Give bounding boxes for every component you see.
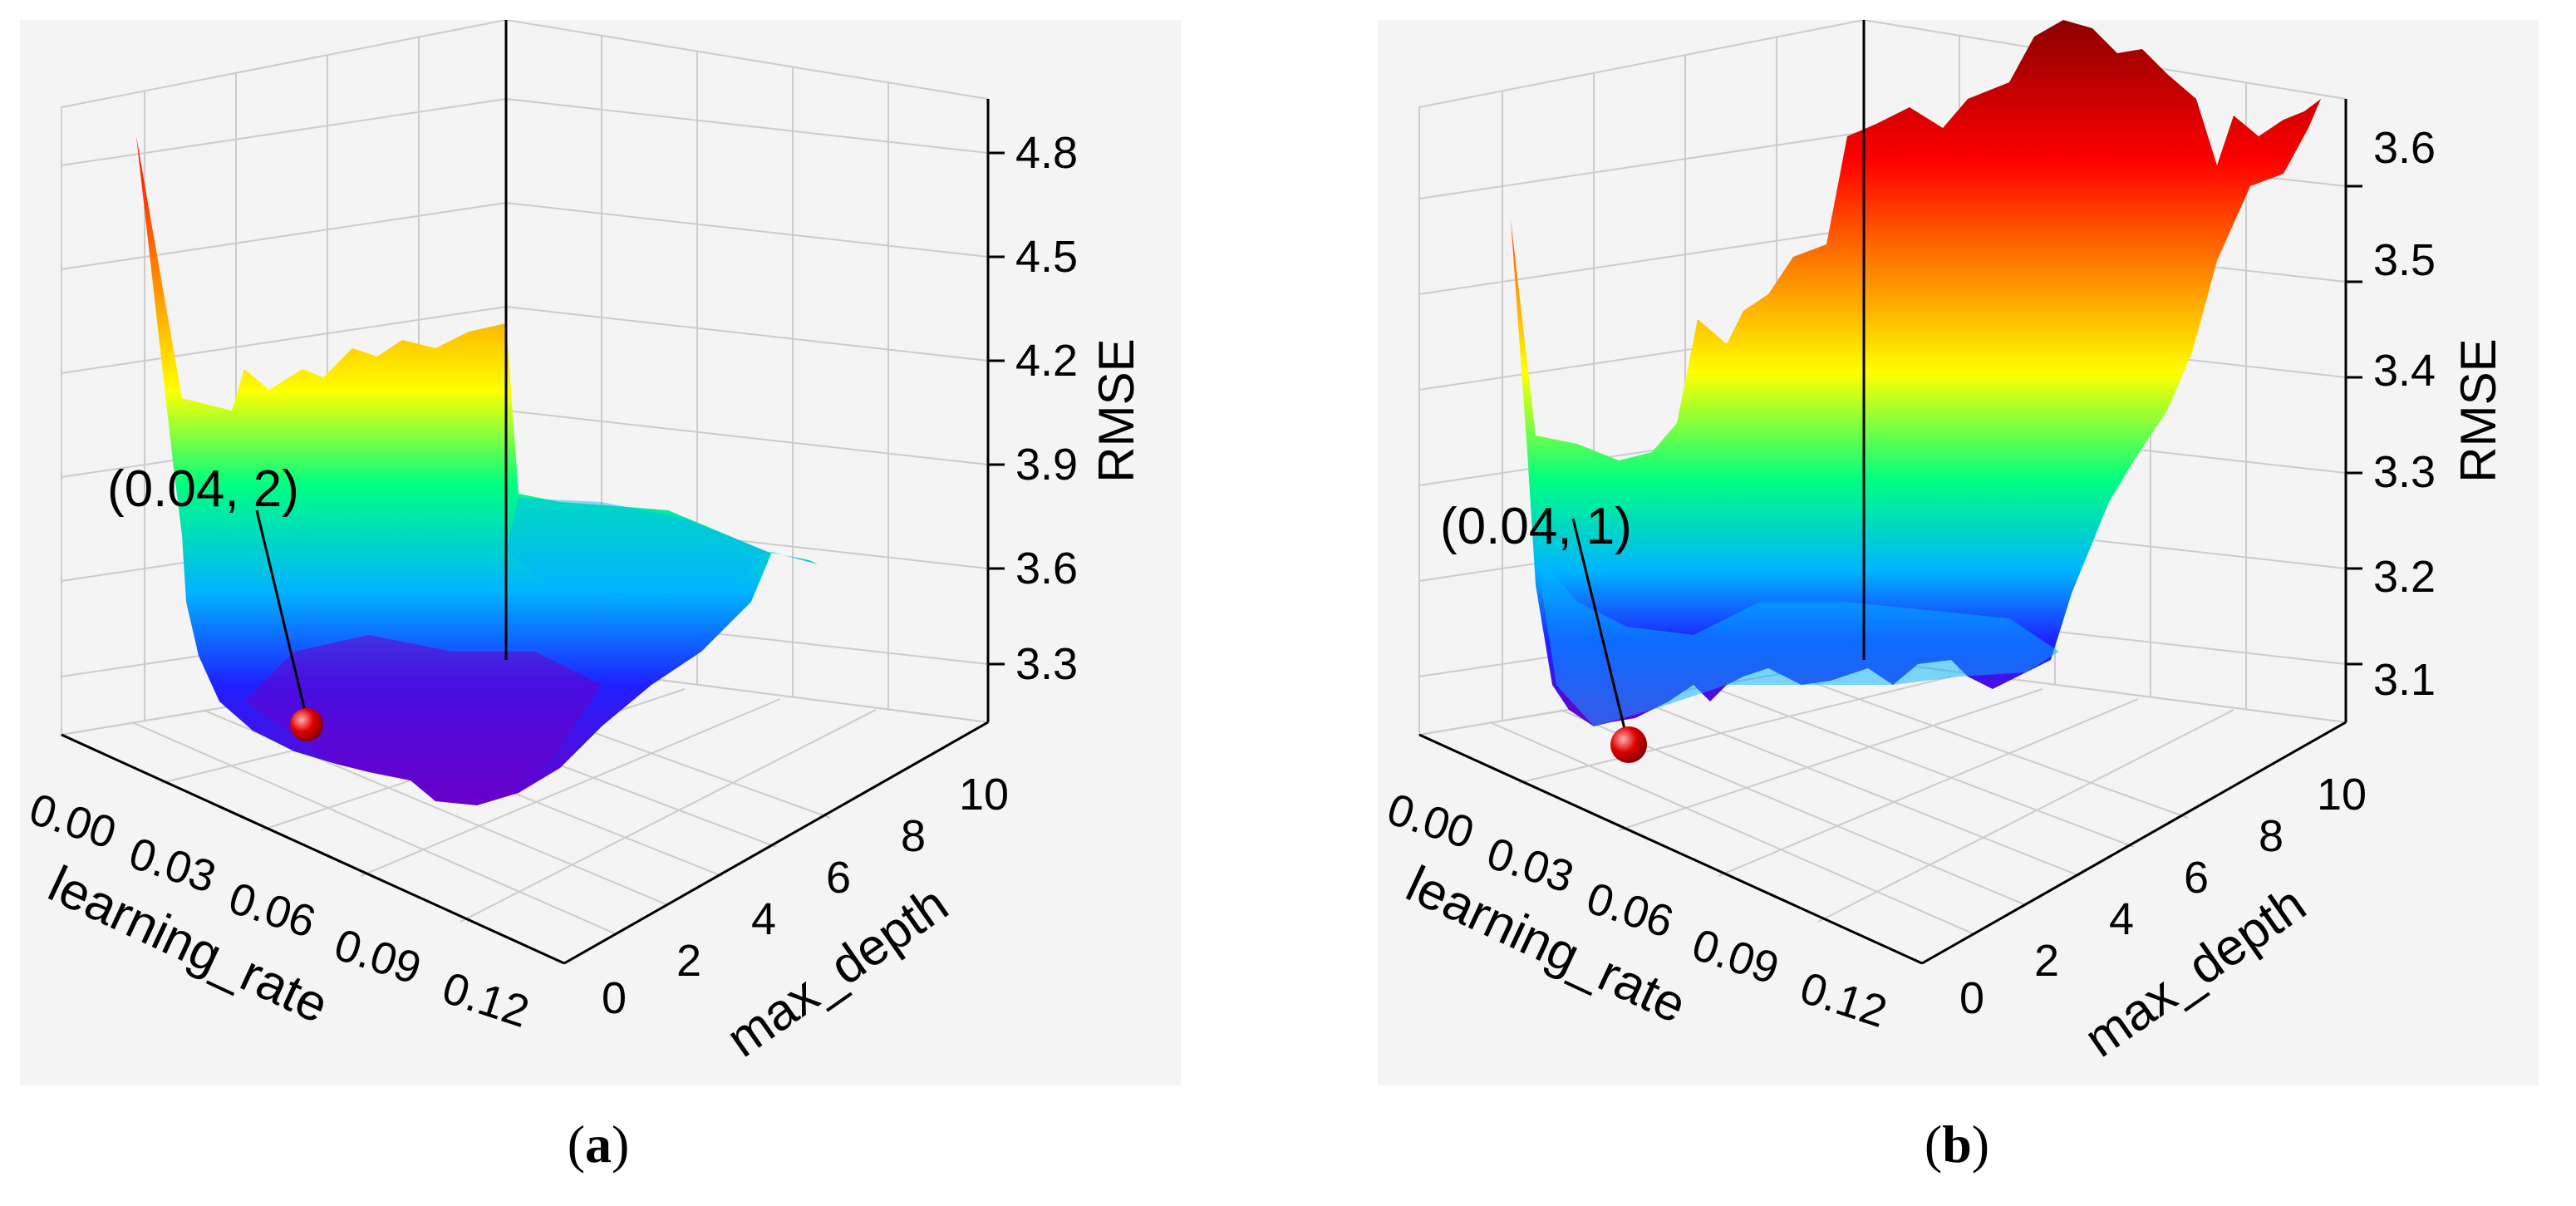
y-tick-label: 10 <box>2317 770 2367 820</box>
x-tick-label: 0.12 <box>1794 962 1893 1037</box>
z-ticks-b <box>2346 185 2362 666</box>
z-tick-label: 4.8 <box>1015 128 1078 178</box>
z-tick-label: 3.3 <box>1015 639 1078 689</box>
y-tick-label: 0 <box>602 973 627 1023</box>
z-tick-label: 3.9 <box>1015 440 1078 490</box>
y-tick-label: 2 <box>2034 936 2059 986</box>
caption-a: (a) <box>567 1115 630 1174</box>
y-tick-label: 2 <box>676 936 701 986</box>
y-tick-label: 4 <box>2109 894 2134 944</box>
z-axis-title-a: RMSE <box>1089 338 1144 482</box>
x-tick-label: 0.09 <box>1686 919 1785 994</box>
z-tick-labels-b: 3.6 3.5 3.4 3.3 3.2 3.1 <box>2373 123 2436 705</box>
z-tick-label: 3.1 <box>2373 655 2436 705</box>
optimum-label-b: (0.04, 1) <box>1440 498 1632 555</box>
y-tick-label: 10 <box>959 770 1009 820</box>
y-tick-label: 0 <box>1959 973 1984 1023</box>
floor-grid-b <box>1416 658 2349 965</box>
z-axis-title-b: RMSE <box>2451 338 2506 482</box>
optimum-marker-a <box>290 708 323 741</box>
chart-panel-a: (0.04, 2) 4.8 4.5 4.2 3.9 3.6 3.3 RMSE 0… <box>20 18 1181 1085</box>
z-tick-label: 4.5 <box>1015 232 1078 282</box>
surface-chart-b: (0.04, 1) 3.6 3.5 3.4 3.3 3.2 3.1 RMSE 0… <box>1381 18 2506 1068</box>
optimum-marker-b <box>1610 726 1647 763</box>
y-tick-label: 6 <box>826 853 851 903</box>
z-ticks-a <box>988 151 1005 666</box>
y-tick-label: 8 <box>2259 811 2283 861</box>
x-tick-label: 0.00 <box>1381 784 1480 859</box>
z-tick-label: 3.6 <box>2373 123 2436 173</box>
x-tick-label: 0.09 <box>328 919 427 994</box>
z-tick-labels-a: 4.8 4.5 4.2 3.9 3.6 3.3 <box>1015 128 1078 689</box>
z-tick-label: 3.6 <box>1015 544 1078 593</box>
x-tick-label: 0.12 <box>436 962 535 1037</box>
y-tick-label: 8 <box>901 811 926 861</box>
caption-b: (b) <box>1924 1115 1990 1174</box>
axes-a <box>61 20 990 965</box>
surface-chart-a: (0.04, 2) 4.8 4.5 4.2 3.9 3.6 3.3 RMSE 0… <box>23 18 1144 1068</box>
axes-b <box>1418 20 2347 965</box>
z-tick-label: 4.2 <box>1015 336 1078 386</box>
y-tick-label: 4 <box>751 894 776 944</box>
z-tick-label: 3.2 <box>2373 552 2436 602</box>
optimum-leader-a <box>255 509 308 719</box>
z-tick-label: 3.3 <box>2373 447 2436 497</box>
x-tick-label: 0.00 <box>23 784 122 859</box>
y-tick-label: 6 <box>2184 853 2209 903</box>
rmse-surface-b <box>1511 20 2321 726</box>
chart-panel-b: (0.04, 1) 3.6 3.5 3.4 3.3 3.2 3.1 RMSE 0… <box>1378 18 2539 1085</box>
y-tick-labels-b: 0 2 4 6 8 10 <box>1959 770 2367 1023</box>
rmse-surface-a <box>136 136 818 805</box>
optimum-label-a: (0.04, 2) <box>107 460 299 518</box>
optimum-leader-b <box>1571 518 1629 740</box>
z-tick-label: 3.5 <box>2373 235 2436 285</box>
y-tick-labels-a: 0 2 4 6 8 10 <box>602 770 1009 1023</box>
z-tick-label: 3.4 <box>2373 346 2436 396</box>
